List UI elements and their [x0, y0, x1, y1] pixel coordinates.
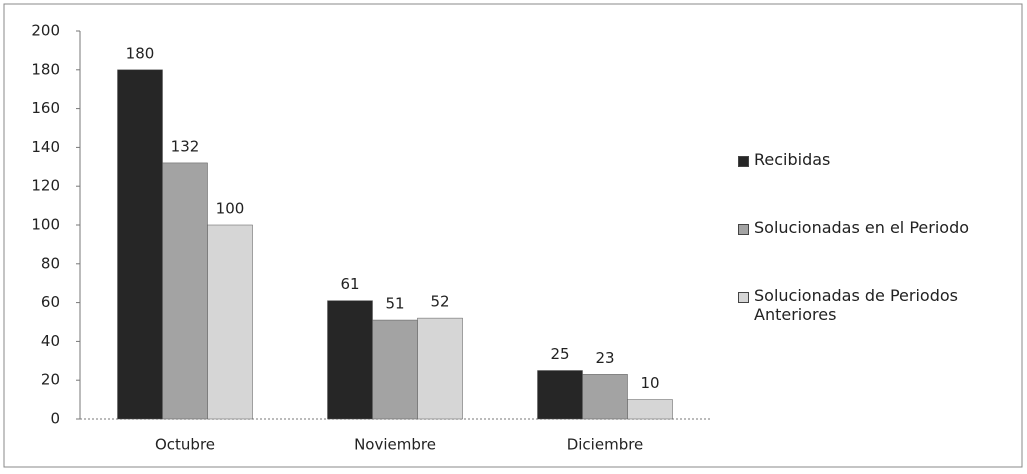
data-label: 100 [216, 200, 245, 218]
y-tick-label: 160 [31, 99, 60, 117]
y-tick-label: 120 [31, 177, 60, 195]
y-tick-label: 20 [41, 371, 60, 389]
bar [582, 374, 628, 420]
data-label: 52 [430, 293, 449, 311]
y-tick-label: 200 [31, 22, 60, 40]
y-tick-label: 60 [41, 293, 60, 311]
y-tick-label: 140 [31, 138, 60, 156]
data-label: 180 [126, 44, 155, 62]
y-tick-label: 0 [50, 410, 60, 428]
data-label: 51 [385, 295, 404, 313]
x-tick-label: Octubre [155, 436, 215, 454]
bar [537, 370, 583, 420]
legend-swatch [738, 156, 749, 167]
bar [372, 319, 418, 420]
legend-item: Solucionadas de Periodos Anteriores [738, 286, 1023, 324]
x-tick-label: Noviembre [354, 436, 436, 454]
y-tick-label: 180 [31, 60, 60, 78]
chart-frame [3, 3, 1023, 468]
data-label: 132 [171, 137, 200, 155]
y-tick-label: 40 [41, 332, 60, 350]
legend-swatch [738, 224, 749, 235]
data-label: 61 [340, 275, 359, 293]
y-tick-label: 80 [41, 254, 60, 272]
bar [117, 69, 163, 420]
legend-item: Recibidas [738, 150, 1023, 169]
legend-label: Recibidas [754, 150, 831, 169]
bar [327, 300, 373, 420]
bar [162, 162, 208, 420]
bar [417, 317, 463, 420]
legend-label: Solucionadas en el Periodo [754, 218, 970, 237]
data-label: 10 [640, 374, 659, 392]
bar [207, 224, 253, 420]
legend-label: Solucionadas de Periodos Anteriores [754, 286, 958, 324]
x-tick-label: Diciembre [567, 436, 644, 454]
y-tick-label: 100 [31, 216, 60, 234]
legend-item: Solucionadas en el Periodo [738, 218, 1023, 237]
bar [627, 399, 673, 420]
data-label: 23 [595, 349, 614, 367]
data-label: 25 [550, 345, 569, 363]
legend-swatch [738, 292, 749, 303]
